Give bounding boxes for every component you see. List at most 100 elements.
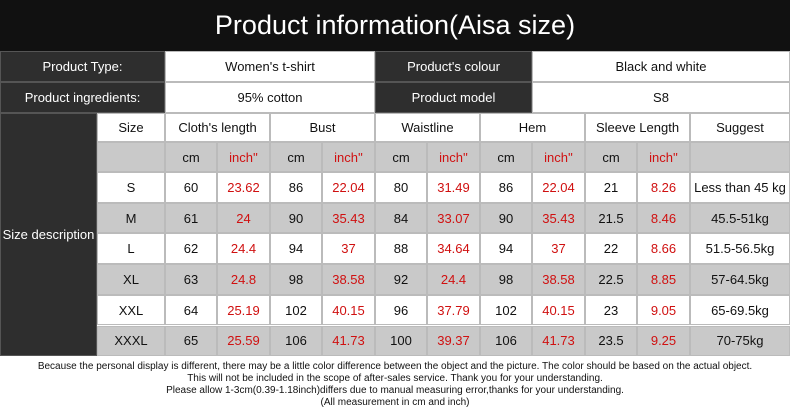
table-cell: 25.59 [217, 325, 270, 357]
table-cell: 88 [375, 233, 427, 265]
table-cell: 45.5-51kg [690, 202, 790, 234]
unit-cell: cm [480, 142, 532, 172]
column-header: Sleeve Length [585, 113, 690, 142]
table-cell: 40.15 [322, 294, 375, 326]
table-cell: 100 [375, 325, 427, 357]
table-cell: 102 [270, 294, 322, 326]
info-label: Product Type: [0, 51, 165, 82]
unit-cell: cm [165, 142, 217, 172]
table-cell: 22.04 [532, 172, 585, 203]
size-description: Size description [0, 113, 97, 357]
table-cell: 33.07 [427, 202, 480, 234]
table-cell: 21.5 [585, 202, 637, 234]
table-cell: 40.15 [532, 294, 585, 326]
table-cell: 37.79 [427, 294, 480, 326]
table-cell: 31.49 [427, 172, 480, 203]
table-cell: 41.73 [322, 325, 375, 357]
unit-cell: inch'' [532, 142, 585, 172]
title: Product information(Aisa size) [0, 0, 790, 51]
unit-cell [690, 142, 790, 172]
table-cell: 23.62 [217, 172, 270, 203]
table-cell: 51.5-56.5kg [690, 233, 790, 265]
table-cell: 60 [165, 172, 217, 203]
info-label: Product's colour [375, 51, 532, 82]
unit-cell: inch'' [637, 142, 690, 172]
table-cell: 37 [532, 233, 585, 265]
table-cell: 22.04 [322, 172, 375, 203]
table-cell: M [97, 202, 165, 234]
column-header: Cloth's length [165, 113, 270, 142]
column-header: Hem [480, 113, 585, 142]
table-cell: 98 [480, 264, 532, 295]
info-value: Black and white [532, 51, 790, 82]
unit-cell: inch'' [217, 142, 270, 172]
table-cell: XL [97, 264, 165, 295]
table-cell: 24.4 [217, 233, 270, 265]
table-cell: 24.8 [217, 264, 270, 295]
table-cell: 22.5 [585, 264, 637, 295]
table-cell: 94 [270, 233, 322, 265]
table-cell: 61 [165, 202, 217, 234]
table-cell: 62 [165, 233, 217, 265]
table-cell: 8.85 [637, 264, 690, 295]
table-cell: 86 [270, 172, 322, 203]
table-cell: 84 [375, 202, 427, 234]
unit-cell [97, 142, 165, 172]
table-cell: 80 [375, 172, 427, 203]
table-cell: 94 [480, 233, 532, 265]
table-cell: 96 [375, 294, 427, 326]
table-cell: 23 [585, 294, 637, 326]
table-cell: 57-64.5kg [690, 264, 790, 295]
table-cell: 34.64 [427, 233, 480, 265]
table-cell: 9.25 [637, 325, 690, 357]
table-cell: 22 [585, 233, 637, 265]
table-cell: 41.73 [532, 325, 585, 357]
table-cell: Less than 45 kg [690, 172, 790, 203]
info-label: Product model [375, 82, 532, 113]
table-cell: 38.58 [532, 264, 585, 295]
table-cell: 8.66 [637, 233, 690, 265]
table-cell: 35.43 [532, 202, 585, 234]
table-cell: 90 [480, 202, 532, 234]
column-header: Waistline [375, 113, 480, 142]
footer-note: (All measurement in cm and inch) [320, 397, 470, 408]
table-cell: 106 [480, 325, 532, 357]
column-header: Bust [270, 113, 375, 142]
unit-cell: cm [375, 142, 427, 172]
table-cell: 92 [375, 264, 427, 295]
table-cell: S [97, 172, 165, 203]
footer-note: This will not be included in the scope o… [187, 373, 603, 384]
table-cell: 25.19 [217, 294, 270, 326]
info-value: S8 [532, 82, 790, 113]
table-cell: 24 [217, 202, 270, 234]
column-header: Size [97, 113, 165, 142]
table-cell: L [97, 233, 165, 265]
unit-cell: inch'' [427, 142, 480, 172]
info-value: 95% cotton [165, 82, 375, 113]
table-cell: 64 [165, 294, 217, 326]
footer-note: Because the personal display is differen… [37, 361, 753, 372]
table-cell: 106 [270, 325, 322, 357]
table-cell: 39.37 [427, 325, 480, 357]
table-cell: 65-69.5kg [690, 294, 790, 326]
table-cell: 8.26 [637, 172, 690, 203]
info-label: Product ingredients: [0, 82, 165, 113]
table-cell: 98 [270, 264, 322, 295]
table-cell: 38.58 [322, 264, 375, 295]
footer-note: Please allow 1-3cm(0.39-1.18inch)differs… [166, 385, 624, 396]
table-cell: 70-75kg [690, 325, 790, 357]
table-cell: 65 [165, 325, 217, 357]
table-cell: 9.05 [637, 294, 690, 326]
unit-cell: inch'' [322, 142, 375, 172]
unit-cell: cm [270, 142, 322, 172]
table-cell: 8.46 [637, 202, 690, 234]
table-cell: 35.43 [322, 202, 375, 234]
unit-cell: cm [585, 142, 637, 172]
table-cell: 90 [270, 202, 322, 234]
column-header: Suggest [690, 113, 790, 142]
table-cell: 63 [165, 264, 217, 295]
table-cell: 37 [322, 233, 375, 265]
table-cell: 102 [480, 294, 532, 326]
table-cell: 86 [480, 172, 532, 203]
